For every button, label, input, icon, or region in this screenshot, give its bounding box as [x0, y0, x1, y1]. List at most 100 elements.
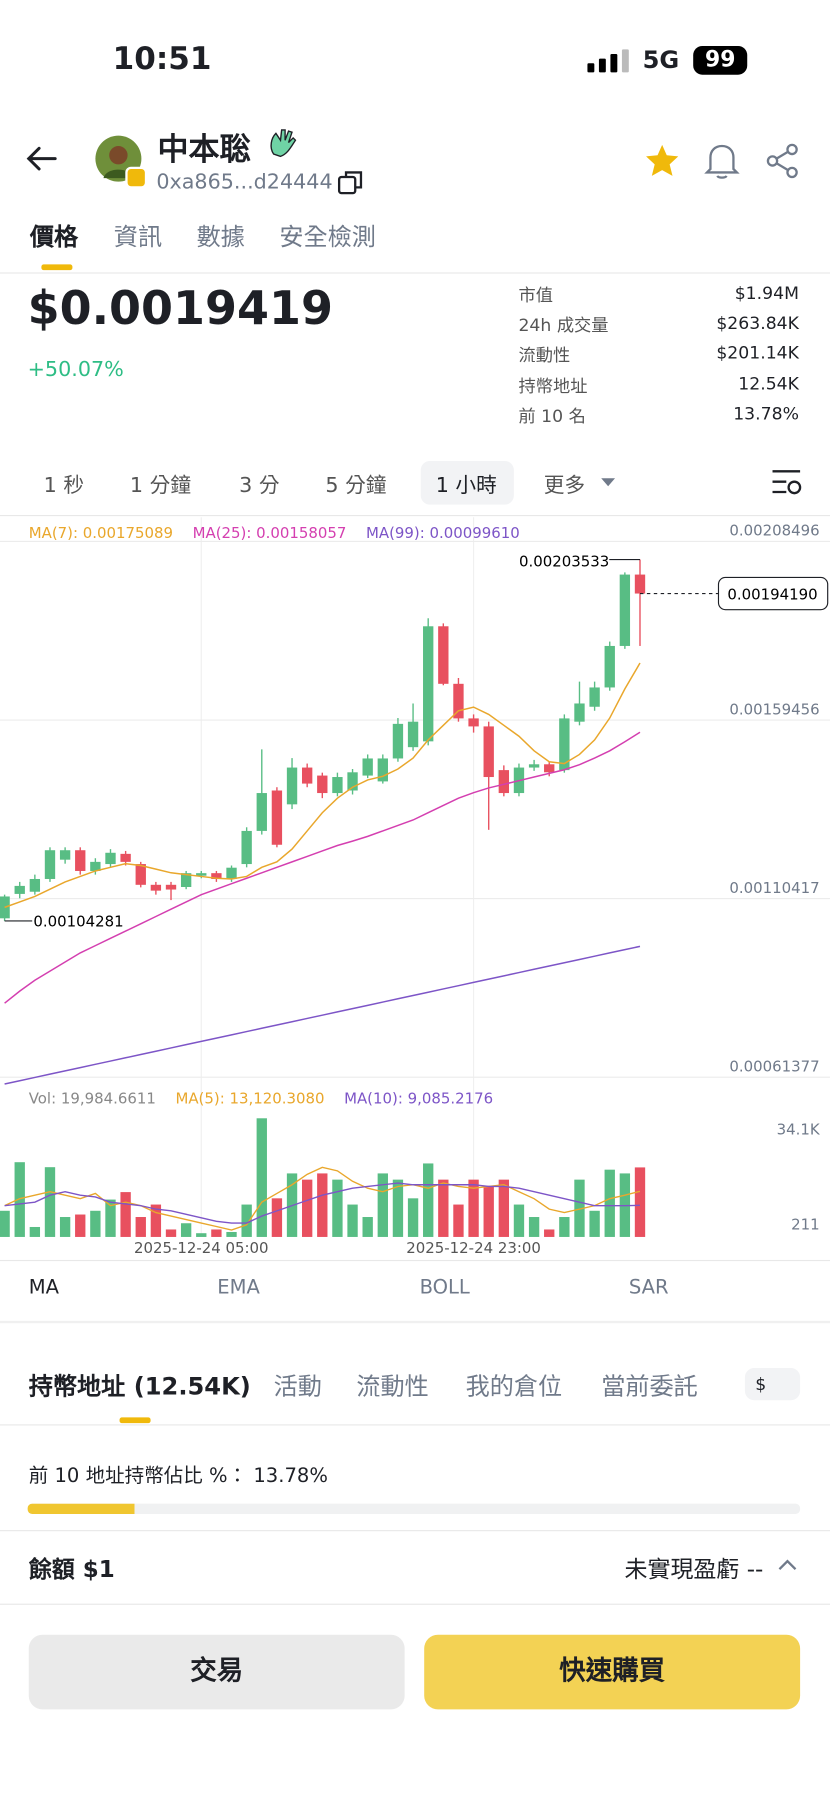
volume-bar: [226, 1231, 237, 1237]
ma-line: [4, 662, 641, 909]
hand-icon: [270, 129, 297, 158]
volume-bar: [14, 1162, 25, 1237]
candle-body: [407, 721, 419, 748]
favorite-button[interactable]: [644, 143, 681, 180]
unrealized-pnl: 未實現盈虧 --: [624, 1555, 764, 1583]
volume-bar: [589, 1210, 600, 1237]
volume-bar: [90, 1210, 101, 1237]
expand-caret[interactable]: [777, 1558, 798, 1572]
vol-ma-line: [4, 1166, 641, 1231]
volume-bar: [407, 1198, 419, 1237]
volume-bar: [377, 1173, 388, 1237]
tab[interactable]: 資訊: [113, 223, 163, 251]
network: 5G: [642, 45, 680, 74]
bottom-tab[interactable]: 我的倉位: [465, 1372, 563, 1401]
candle-body: [241, 830, 252, 865]
interval[interactable]: 5 分鐘: [325, 473, 387, 498]
tab-indicator: [41, 264, 73, 271]
candle-body: [14, 885, 25, 894]
kline-chart: 2025-12-24 05:00 2025-12-24 23:00 0.002084…: [0, 517, 830, 1257]
candle-body: [347, 772, 358, 791]
token-avatar: [95, 135, 148, 189]
volume-bar: [105, 1199, 116, 1237]
currency-toggle[interactable]: $: [744, 1368, 801, 1401]
interval[interactable]: 1 秒: [43, 473, 85, 498]
y-tick-label: 0.00208496: [729, 522, 819, 540]
candle-body: [483, 726, 494, 778]
volume-bar: [483, 1185, 494, 1237]
interval[interactable]: 3 分: [239, 473, 280, 498]
status-time: 10:51: [112, 41, 212, 78]
share-button[interactable]: [764, 143, 801, 180]
indicator[interactable]: MA: [28, 1276, 59, 1300]
divider: [0, 515, 830, 517]
price-change: +50.07%: [27, 357, 124, 382]
interval[interactable]: 1 小時: [435, 473, 497, 498]
candle-body: [150, 884, 162, 891]
bottom-tab[interactable]: 當前委託: [601, 1372, 698, 1401]
volume-bar: [0, 1210, 10, 1237]
ma-line: [4, 731, 641, 1004]
tab[interactable]: 安全檢測: [279, 223, 376, 251]
volume-bar: [604, 1169, 615, 1237]
balance: 餘額 $1: [28, 1555, 115, 1583]
candle-body: [317, 775, 328, 794]
bottom-tab[interactable]: 流動性: [356, 1372, 429, 1401]
volume-bar: [574, 1179, 585, 1237]
volume-bar: [241, 1204, 252, 1237]
token-address: 0xa865...d24444: [156, 170, 333, 195]
chart-settings[interactable]: [770, 468, 802, 498]
indicator[interactable]: EMA: [217, 1276, 260, 1300]
back-button[interactable]: [23, 143, 60, 175]
divider: [0, 1320, 830, 1324]
volume-bar: [271, 1198, 283, 1237]
candle-body: [589, 687, 600, 707]
vol-legend: MA(10): 9,085.2176: [344, 1090, 493, 1108]
tab[interactable]: 數據: [196, 223, 245, 251]
candle-body: [211, 873, 222, 879]
candle-body: [196, 873, 207, 876]
candle-body: [75, 850, 86, 871]
divider: [0, 1603, 830, 1605]
last-price-label: 0.00194190: [727, 585, 817, 603]
trade-button[interactable]: 交易: [28, 1634, 405, 1710]
interval[interactable]: 更多: [543, 473, 586, 498]
volume-bar: [468, 1179, 479, 1237]
ma-line: [4, 945, 641, 1085]
bottom-tab[interactable]: 活動: [273, 1372, 322, 1401]
indicator[interactable]: BOLL: [419, 1276, 470, 1300]
last-price-box: [717, 576, 829, 611]
candle-body: [90, 861, 101, 871]
ma-legend: MA(25): 0.00158057: [193, 524, 347, 542]
quick-buy-button[interactable]: 快速購買: [424, 1634, 801, 1710]
volume-bar: [29, 1226, 41, 1237]
volume-bar: [301, 1179, 313, 1237]
copy-button[interactable]: [337, 169, 365, 197]
alert-button[interactable]: [704, 141, 741, 180]
ma-legend: MA(99): 0.00099610: [366, 524, 520, 542]
bottom-tab[interactable]: 持幣地址 (12.54K): [28, 1372, 251, 1401]
candle-body: [498, 770, 510, 794]
top10-bar: [27, 1503, 135, 1514]
stat-value: $263.84K: [716, 312, 799, 334]
battery: 99: [693, 45, 748, 75]
indicator[interactable]: SAR: [628, 1276, 669, 1300]
candle-body: [377, 758, 388, 782]
volume-bar: [513, 1204, 525, 1237]
candle-body: [226, 867, 237, 879]
interval[interactable]: 1 分鐘: [129, 473, 192, 498]
tab[interactable]: 價格: [29, 223, 79, 251]
low-label: 0.00104281: [33, 913, 123, 931]
y-tick-label: 0.00110417: [729, 879, 819, 897]
candle-body: [423, 626, 434, 742]
stat-value: $201.14K: [716, 343, 799, 364]
candle-body: [301, 767, 313, 784]
interval-selected-bg: [420, 460, 514, 505]
tab-indicator: [119, 1417, 151, 1424]
top10-row: 前 10 地址持幣佔比 %： 13.78%: [29, 1459, 328, 1488]
stat-label: 前 10 名: [518, 405, 586, 427]
stat-label: 持幣地址: [518, 375, 588, 397]
volume-bar: [453, 1204, 464, 1237]
token-name: 中本聡: [157, 132, 251, 168]
volume-bar: [317, 1173, 328, 1237]
